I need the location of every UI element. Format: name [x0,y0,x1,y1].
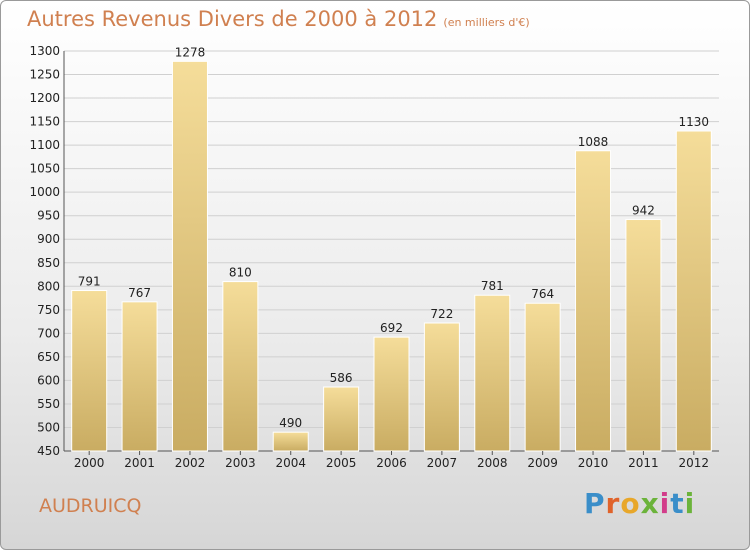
title-unit: (en milliers d'€) [443,16,530,29]
bar [323,386,360,452]
logo-letter: o [620,487,641,520]
bar [474,294,511,452]
bar [524,302,561,452]
proxiti-logo: Proxiti [584,487,695,520]
bar [222,281,259,452]
bar [171,60,208,452]
y-tick-label: 950 [37,209,60,223]
logo-letter: x [640,487,660,520]
bar [625,218,662,452]
data-label: 586 [330,371,353,385]
data-label: 1130 [679,115,710,129]
data-label: 942 [632,203,655,217]
y-tick-label: 1100 [29,138,60,152]
data-label: 490 [279,416,302,430]
x-tick-label: 2000 [74,456,105,470]
x-tick-label: 2006 [376,456,407,470]
data-label: 1088 [578,135,609,149]
y-tick-label: 600 [37,373,60,387]
y-tick-label: 550 [37,397,60,411]
y-tick-label: 450 [37,444,60,458]
logo-letter: P [584,487,606,520]
y-tick-label: 700 [37,326,60,340]
title-main: Autres Revenus Divers de 2000 à 2012 [27,7,438,31]
logo-letter: i [684,487,696,520]
x-tick-label: 2011 [628,456,659,470]
bar [373,336,410,452]
data-label: 781 [481,279,504,293]
bar [71,290,108,452]
logo-letter: t [670,487,685,520]
x-tick-label: 2007 [427,456,458,470]
bar [575,150,612,452]
x-tick-label: 2005 [326,456,357,470]
y-tick-label: 500 [37,420,60,434]
logo-letter: r [605,487,621,520]
y-tick-label: 900 [37,232,60,246]
data-label: 810 [229,266,252,280]
x-tick-label: 2012 [679,456,710,470]
data-label: 1278 [175,45,206,59]
logo-letter: i [659,487,671,520]
y-tick-label: 1300 [29,44,60,58]
city-name: AUDRUICQ [39,495,142,517]
y-tick-label: 750 [37,303,60,317]
y-tick-label: 1200 [29,91,60,105]
data-label: 764 [531,287,554,301]
bar [675,130,712,452]
bar [423,322,460,452]
x-tick-label: 2010 [578,456,609,470]
y-tick-label: 1250 [29,68,60,82]
y-tick-label: 850 [37,256,60,270]
bar [121,301,158,452]
y-tick-label: 1150 [29,115,60,129]
x-tick-label: 2008 [477,456,508,470]
y-tick-label: 650 [37,350,60,364]
y-tick-label: 1000 [29,185,60,199]
x-tick-label: 2002 [175,456,206,470]
chart-title: Autres Revenus Divers de 2000 à 2012 (en … [27,7,530,31]
data-label: 692 [380,321,403,335]
x-tick-label: 2009 [527,456,558,470]
data-label: 722 [430,307,453,321]
x-tick-label: 2004 [275,456,306,470]
data-label: 791 [78,275,101,289]
bar [272,431,309,452]
x-tick-label: 2001 [124,456,155,470]
data-label: 767 [128,286,151,300]
y-tick-label: 800 [37,279,60,293]
x-tick-label: 2003 [225,456,256,470]
y-tick-label: 1050 [29,162,60,176]
